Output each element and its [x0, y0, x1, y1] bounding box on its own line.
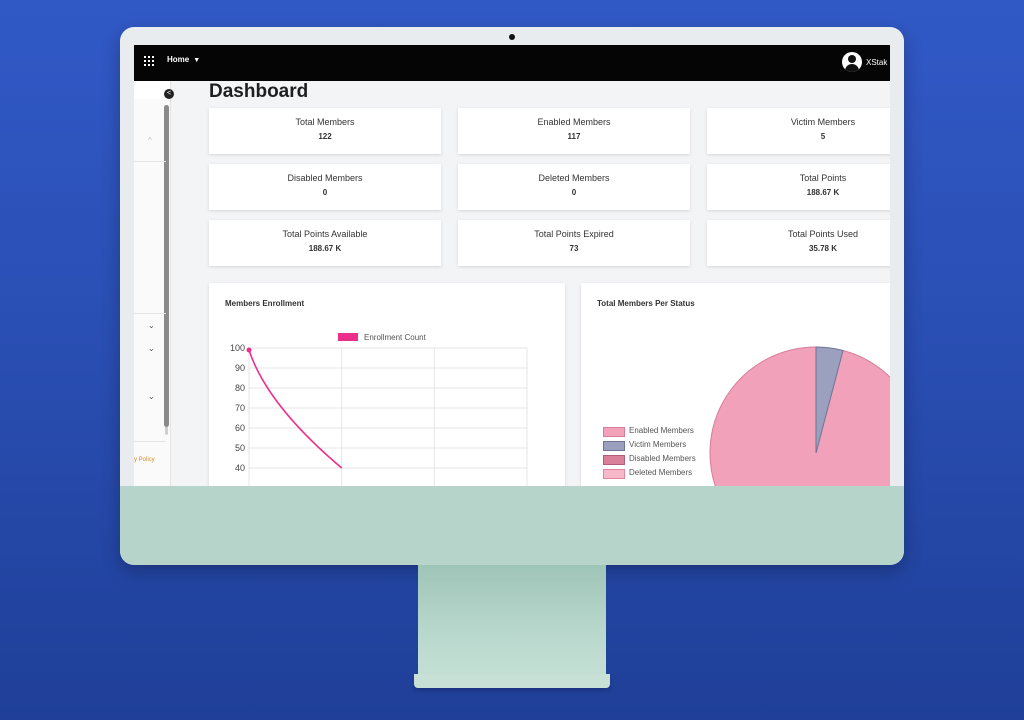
legend-label-deleted[interactable]: Deleted Members [629, 468, 693, 477]
legend-swatch[interactable] [338, 333, 358, 341]
monitor-chin [120, 486, 904, 565]
legend-label-disabled[interactable]: Disabled Members [629, 454, 696, 463]
pie-slice-enabled-members [709, 346, 890, 486]
stat-value: 0 [322, 188, 328, 197]
status-pie-chart [709, 346, 890, 486]
legend-swatch-enabled[interactable] [603, 427, 625, 437]
sidebar-scrollbar-thumb[interactable] [164, 105, 169, 427]
y-tick-label: 90 [235, 363, 245, 373]
stat-value: 188.67 K [308, 244, 342, 253]
home-menu-label: Home [167, 55, 190, 64]
home-menu[interactable]: Home ▼ [167, 55, 200, 64]
sidebar-header [134, 81, 170, 99]
y-tick-label: 40 [235, 463, 245, 473]
chart-title: Members Enrollment [225, 299, 305, 308]
sidebar-divider [134, 313, 166, 314]
stat-card-total-points-used: Total Points Used 35.78 K [707, 220, 890, 266]
stat-label: Disabled Members [287, 173, 363, 183]
y-tick-label: 100 [230, 343, 245, 353]
enrollment-series-line [248, 349, 343, 469]
stat-card-deleted-members: Deleted Members 0 [458, 164, 690, 210]
data-point [246, 347, 252, 353]
y-tick-label: 70 [235, 403, 245, 413]
stat-label: Enabled Members [537, 117, 611, 127]
stat-card-disabled-members: Disabled Members 0 [209, 164, 441, 210]
stat-card-total-points-available: Total Points Available 188.67 K [209, 220, 441, 266]
avatar[interactable] [842, 52, 862, 72]
enrollment-line-chart: 100 90 80 70 60 50 40 [230, 343, 528, 486]
legend-label-enabled[interactable]: Enabled Members [629, 426, 694, 435]
stat-label: Total Members [295, 117, 355, 127]
top-navbar: Home ▼ XStak [134, 45, 890, 81]
y-tick-label: 80 [235, 383, 245, 393]
y-tick-label: 60 [235, 423, 245, 433]
stat-label: Victim Members [790, 117, 856, 127]
stat-value: 0 [571, 188, 577, 197]
stat-value: 5 [820, 132, 826, 141]
main-content: Dashboard Total Members 122 Enabled Memb… [170, 81, 890, 486]
privacy-policy-link[interactable]: y Policy [134, 457, 155, 463]
legend-swatch-victim[interactable] [603, 441, 625, 451]
stat-value: 188.67 K [806, 188, 840, 197]
stat-value: 73 [569, 244, 579, 253]
stat-card-total-points-expired: Total Points Expired 73 [458, 220, 690, 266]
stat-value: 35.78 K [808, 244, 838, 253]
caret-down-icon: ▼ [193, 57, 201, 64]
app-screen: Home ▼ XStak < ^ ⌄ ⌄ ⌄ y Policy Dashb [134, 45, 890, 486]
apps-grid-icon[interactable] [144, 56, 154, 66]
stat-label: Deleted Members [538, 173, 610, 183]
sidebar: < ^ ⌄ ⌄ ⌄ y Policy [134, 81, 174, 486]
sidebar-divider [134, 441, 166, 442]
chevron-down-icon[interactable]: ⌄ [148, 392, 155, 401]
stat-card-enabled-members: Enabled Members 117 [458, 108, 690, 154]
stat-card-total-points: Total Points 188.67 K [707, 164, 890, 210]
legend-label-victim[interactable]: Victim Members [629, 440, 687, 449]
y-tick-label: 50 [235, 443, 245, 453]
stat-value: 117 [567, 132, 581, 141]
camera-dot [509, 34, 515, 40]
legend-swatch-deleted[interactable] [603, 469, 625, 479]
chevron-up-icon[interactable]: ^ [148, 136, 152, 145]
page-title: Dashboard [209, 81, 309, 102]
user-name: XStak [866, 58, 888, 67]
members-per-status-card: Total Members Per Status Enabled Members… [581, 283, 890, 486]
stat-card-total-members: Total Members 122 [209, 108, 441, 154]
legend-swatch-disabled[interactable] [603, 455, 625, 465]
stat-label: Total Points Expired [534, 229, 614, 239]
chart-title: Total Members Per Status [597, 299, 695, 308]
chevron-down-icon[interactable]: ⌄ [148, 344, 155, 353]
stat-label: Total Points Used [787, 229, 859, 239]
stat-card-victim-members: Victim Members 5 [707, 108, 890, 154]
legend-label[interactable]: Enrollment Count [364, 333, 426, 342]
stat-label: Total Points Available [282, 229, 368, 239]
members-enrollment-card: Members Enrollment Enrollment Count 100 9… [209, 283, 565, 486]
stat-value: 122 [318, 132, 332, 141]
monitor-stand [418, 565, 606, 677]
pie-slice-victim-members [815, 346, 844, 454]
stat-label: Total Points [799, 173, 847, 183]
collapse-sidebar-icon[interactable]: < [164, 89, 174, 99]
monitor-stand-base [414, 674, 610, 688]
chevron-down-icon[interactable]: ⌄ [148, 321, 155, 330]
monitor-frame: Home ▼ XStak < ^ ⌄ ⌄ ⌄ y Policy Dashb [120, 27, 904, 565]
sidebar-divider [134, 161, 166, 162]
